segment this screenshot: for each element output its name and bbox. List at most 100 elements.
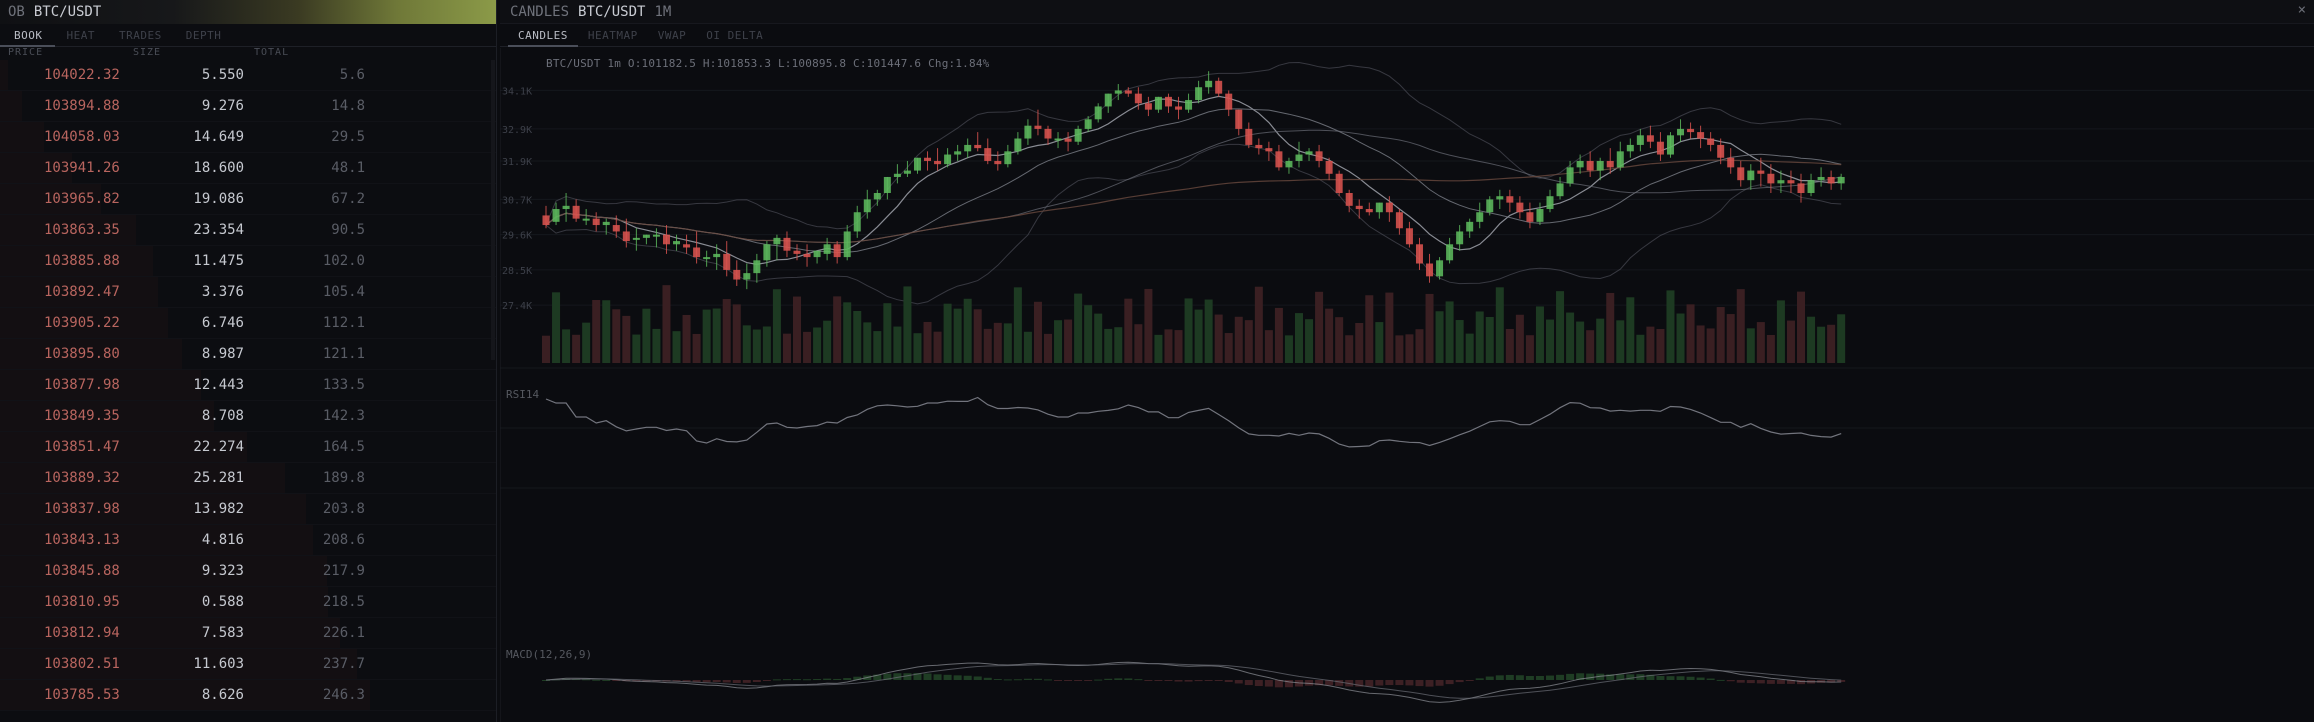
tab-candles[interactable]: CANDLES [508, 24, 578, 47]
candle-body [813, 250, 821, 258]
depth-bar [0, 184, 101, 214]
candle-body [592, 218, 600, 226]
orderbook-row[interactable]: 103941.26 18.600 48.1 [0, 153, 496, 184]
volume-bar [1114, 327, 1123, 363]
orderbook-row[interactable]: 103889.32 25.281 189.8 [0, 463, 496, 494]
macd-histogram-bar [1505, 674, 1514, 680]
depth-bar [0, 339, 182, 369]
macd-histogram-bar [592, 679, 601, 681]
candle-body [1586, 160, 1594, 171]
candle-body [1546, 196, 1554, 210]
volume-bar [632, 334, 641, 363]
tab-trades[interactable]: TRADES [119, 28, 162, 42]
orderbook-row[interactable]: 103802.51 11.603 237.7 [0, 649, 496, 680]
candlestick-chart[interactable]: 34.1K 32.9K 31.9K 30.7K 29.6K 28.5K 27.4K RSI14… [500, 48, 2314, 722]
candle-body [1646, 135, 1654, 142]
macd-histogram-bar [1264, 680, 1273, 687]
volume-bar [702, 309, 711, 363]
ma-long-line [545, 159, 1842, 244]
macd-histogram-bar [722, 680, 731, 683]
volume-bar [1435, 311, 1444, 363]
macd-histogram-bar [893, 673, 902, 680]
macd-histogram-bar [1525, 675, 1534, 680]
row-price: 104058.03 [44, 129, 120, 145]
timeframe-label[interactable]: 1M [654, 3, 672, 20]
volume-bar [863, 322, 872, 363]
volume-bar [1726, 314, 1735, 363]
orderbook-row[interactable]: 103885.88 11.475 102.0 [0, 246, 496, 277]
tab-vwap[interactable]: VWAP [657, 28, 687, 42]
orderbook-row[interactable]: 103845.88 9.323 217.9 [0, 556, 496, 587]
orderbook-row[interactable]: 103849.35 8.708 142.3 [0, 401, 496, 432]
orderbook-row[interactable]: 103905.22 6.746 112.1 [0, 308, 496, 339]
volume-bar [1766, 334, 1775, 363]
orderbook-row[interactable]: 103892.47 3.376 105.4 [0, 277, 496, 308]
orderbook-row[interactable]: 103895.80 8.987 121.1 [0, 339, 496, 370]
tab-book[interactable]: BOOK [0, 24, 55, 47]
orderbook-row[interactable]: 104022.32 5.550 5.6 [0, 60, 496, 91]
candle-body [1014, 138, 1022, 152]
close-icon[interactable]: × [2297, 2, 2306, 18]
macd-histogram-bar [833, 678, 842, 680]
price-axis-label: 29.6K [502, 231, 532, 242]
orderbook-row[interactable]: 103877.98 12.443 133.5 [0, 370, 496, 401]
row-size: 8.708 [201, 408, 244, 424]
volume-bar [1184, 298, 1193, 363]
volume-bar [1084, 305, 1093, 363]
volume-bar [923, 321, 932, 363]
macd-histogram-bar [1515, 675, 1524, 680]
volume-bar [692, 333, 701, 363]
candle-body [1446, 244, 1454, 261]
macd-histogram-bar [1365, 680, 1374, 687]
orderbook-row[interactable]: 103843.13 4.816 208.6 [0, 525, 496, 556]
candle-body [1164, 96, 1172, 107]
volume-bar [873, 331, 882, 363]
volume-bar [983, 328, 992, 363]
orderbook-row[interactable]: 104058.03 14.649 29.5 [0, 122, 496, 153]
row-size: 13.982 [193, 501, 244, 517]
orderbook-row[interactable]: 103785.53 8.626 246.3 [0, 680, 496, 711]
orderbook-row[interactable]: 103837.98 13.982 203.8 [0, 494, 496, 525]
candle-body [1486, 199, 1494, 213]
macd-histogram-bar [1576, 673, 1585, 680]
candle-body [1205, 80, 1213, 88]
row-size: 14.649 [193, 129, 244, 145]
orderbook-scrollbar[interactable] [491, 60, 495, 360]
candle-body [944, 154, 952, 165]
orderbook-row[interactable]: 103810.95 0.588 218.5 [0, 587, 496, 618]
volume-bar [1305, 319, 1314, 363]
macd-histogram-bar [903, 673, 912, 680]
volume-bar [1706, 328, 1715, 363]
orderbook-row[interactable]: 103851.47 22.274 164.5 [0, 432, 496, 463]
macd-histogram-bar [742, 680, 751, 683]
macd-histogram-bar [1556, 674, 1565, 680]
macd-histogram-bar [1254, 680, 1263, 687]
tab-oi-delta[interactable]: OI DELTA [706, 28, 764, 42]
macd-histogram-bar [1104, 678, 1113, 680]
orderbook-rows: 104022.32 5.550 5.6 103894.88 9.276 14.8 10405… [0, 60, 496, 711]
macd-histogram-bar [1234, 680, 1243, 684]
macd-histogram-bar [1204, 680, 1213, 681]
tab-heatmap[interactable]: HEATMAP [587, 28, 638, 42]
tab-depth[interactable]: DEPTH [185, 28, 222, 42]
candle-body [642, 234, 650, 238]
candle-body [652, 234, 660, 237]
volume-bar [1194, 309, 1203, 363]
candle-body [783, 237, 791, 251]
macd-histogram-bar [1746, 680, 1755, 684]
volume-bar [963, 298, 972, 363]
column-size: SIZE [133, 47, 162, 58]
macd-histogram-bar [762, 680, 771, 681]
macd-histogram-bar [1837, 680, 1846, 682]
row-total: 29.5 [331, 129, 365, 145]
orderbook-row[interactable]: 103965.82 19.086 67.2 [0, 184, 496, 215]
macd-histogram-bar [963, 675, 972, 680]
orderbook-row[interactable]: 103894.88 9.276 14.8 [0, 91, 496, 122]
orderbook-row[interactable]: 103863.35 23.354 90.5 [0, 215, 496, 246]
row-total: 14.8 [331, 98, 365, 114]
depth-bar [0, 60, 9, 90]
depth-bar [0, 122, 45, 152]
tab-heat[interactable]: HEAT [66, 28, 95, 42]
orderbook-row[interactable]: 103812.94 7.583 226.1 [0, 618, 496, 649]
macd-histogram-bar [1475, 678, 1484, 680]
